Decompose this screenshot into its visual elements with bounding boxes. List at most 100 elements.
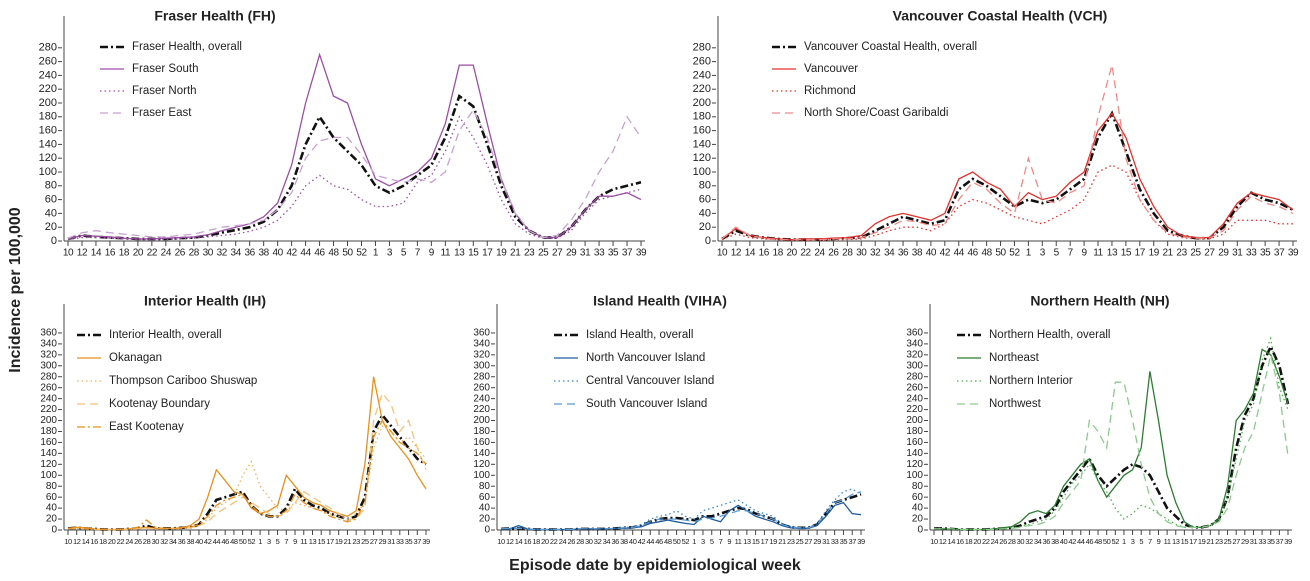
- x-tick-label: 31: [580, 248, 591, 259]
- y-tick-label: 20: [45, 221, 57, 233]
- x-tick-label: 22: [800, 248, 811, 259]
- x-tick-label: 19: [769, 537, 777, 546]
- x-tick-label: 42: [940, 248, 951, 259]
- x-tick-label: 46: [1086, 537, 1094, 546]
- x-tick-label: 21: [344, 537, 352, 546]
- y-tick-label: 40: [699, 207, 711, 219]
- x-tick-label: 14: [91, 248, 102, 259]
- x-tick-label: 37: [848, 537, 856, 546]
- x-tick-label: 25: [361, 537, 369, 546]
- x-tick-label: 24: [814, 248, 825, 259]
- x-tick-label: 14: [745, 248, 756, 259]
- x-tick-label: 39: [1284, 537, 1292, 546]
- y-tick-label: 40: [45, 207, 57, 219]
- y-tick-label: 220: [40, 404, 57, 415]
- legend-label: Okanagan: [109, 352, 162, 364]
- x-tick-label: 38: [186, 537, 194, 546]
- x-tick-label: 37: [622, 248, 633, 259]
- x-tick-label: 9: [293, 537, 297, 546]
- x-tick-label: 40: [272, 248, 283, 259]
- x-tick-label: 50: [995, 248, 1006, 259]
- x-tick-label: 18: [773, 248, 784, 259]
- y-tick-label: 120: [40, 459, 57, 470]
- y-tick-label: 220: [39, 83, 57, 95]
- x-tick-label: 46: [314, 248, 325, 259]
- panel-title: Vancouver Coastal Health (VCH): [893, 8, 1108, 24]
- legend-label: Interior Health, overall: [109, 329, 222, 341]
- y-tick-label: 20: [699, 221, 711, 233]
- y-tick-label: 300: [906, 360, 923, 371]
- x-tick-label: 30: [856, 248, 867, 259]
- x-tick-label: 32: [870, 248, 881, 259]
- x-tick-label: 52: [1112, 537, 1120, 546]
- y-tick-label: 140: [906, 448, 923, 459]
- y-tick-label: 0: [51, 525, 57, 536]
- x-tick-label: 44: [213, 537, 221, 546]
- x-tick-label: 3: [387, 248, 393, 259]
- x-tick-label: 9: [727, 537, 731, 546]
- y-tick-label: 280: [473, 371, 490, 382]
- x-tick-label: 5: [401, 248, 407, 259]
- x-tick-label: 28: [1008, 537, 1016, 546]
- x-tick-label: 44: [1077, 537, 1085, 546]
- x-tick-label: 25: [538, 248, 549, 259]
- x-tick-label: 13: [454, 248, 465, 259]
- x-tick-label: 50: [1103, 537, 1111, 546]
- series-line: [67, 419, 427, 531]
- x-tick-label: 12: [939, 537, 947, 546]
- series-line: [721, 110, 1294, 241]
- x-tick-label: 27: [805, 537, 813, 546]
- y-tick-label: 160: [906, 437, 923, 448]
- y-tick-label: 200: [40, 415, 57, 426]
- x-tick-label: 42: [1068, 537, 1076, 546]
- x-tick-label: 10: [497, 537, 505, 546]
- x-tick-label: 33: [594, 248, 605, 259]
- x-tick-label: 40: [1060, 537, 1068, 546]
- x-tick-label: 39: [857, 537, 865, 546]
- x-tick-label: 44: [646, 537, 654, 546]
- x-tick-label: 9: [1157, 537, 1161, 546]
- x-tick-label: 20: [786, 248, 797, 259]
- panel-title: Fraser Health (FH): [154, 8, 275, 24]
- y-tick-label: 220: [473, 404, 490, 415]
- x-tick-label: 35: [405, 537, 413, 546]
- x-tick-label: 10: [930, 537, 938, 546]
- y-tick-label: 320: [40, 349, 57, 360]
- legend-label: Vancouver: [804, 63, 858, 75]
- x-tick-label: 39: [422, 537, 430, 546]
- y-tick-label: 340: [40, 339, 57, 350]
- x-tick-label: 36: [178, 537, 186, 546]
- x-tick-label: 14: [947, 537, 955, 546]
- y-tick-label: 200: [906, 415, 923, 426]
- x-tick-label: 23: [1176, 248, 1187, 259]
- x-tick-label: 18: [99, 537, 107, 546]
- y-tick-label: 360: [906, 328, 923, 339]
- series-line: [721, 112, 1294, 241]
- y-tick-label: 180: [693, 111, 711, 123]
- x-tick-label: 12: [73, 537, 81, 546]
- y-tick-label: 100: [473, 470, 490, 481]
- legend-label: Fraser East: [132, 107, 192, 119]
- x-tick-label: 19: [496, 248, 507, 259]
- x-tick-label: 35: [840, 537, 848, 546]
- x-tick-label: 9: [429, 248, 435, 259]
- x-tick-label: 7: [284, 537, 288, 546]
- y-tick-label: 200: [693, 97, 711, 109]
- legend-label: Island Health, overall: [586, 329, 693, 341]
- x-tick-label: 31: [1232, 248, 1243, 259]
- x-tick-label: 44: [300, 248, 311, 259]
- x-tick-label: 15: [1181, 537, 1189, 546]
- series-line: [67, 391, 427, 531]
- y-tick-label: 220: [693, 83, 711, 95]
- x-tick-label: 50: [239, 537, 247, 546]
- x-tick-label: 32: [1025, 537, 1033, 546]
- y-tick-label: 140: [693, 138, 711, 150]
- y-tick-label: 260: [40, 382, 57, 393]
- x-tick-label: 12: [506, 537, 514, 546]
- x-tick-label: 46: [968, 248, 979, 259]
- x-tick-label: 35: [608, 248, 619, 259]
- x-tick-label: 39: [636, 248, 647, 259]
- x-tick-label: 21: [510, 248, 521, 259]
- x-tick-label: 24: [991, 537, 999, 546]
